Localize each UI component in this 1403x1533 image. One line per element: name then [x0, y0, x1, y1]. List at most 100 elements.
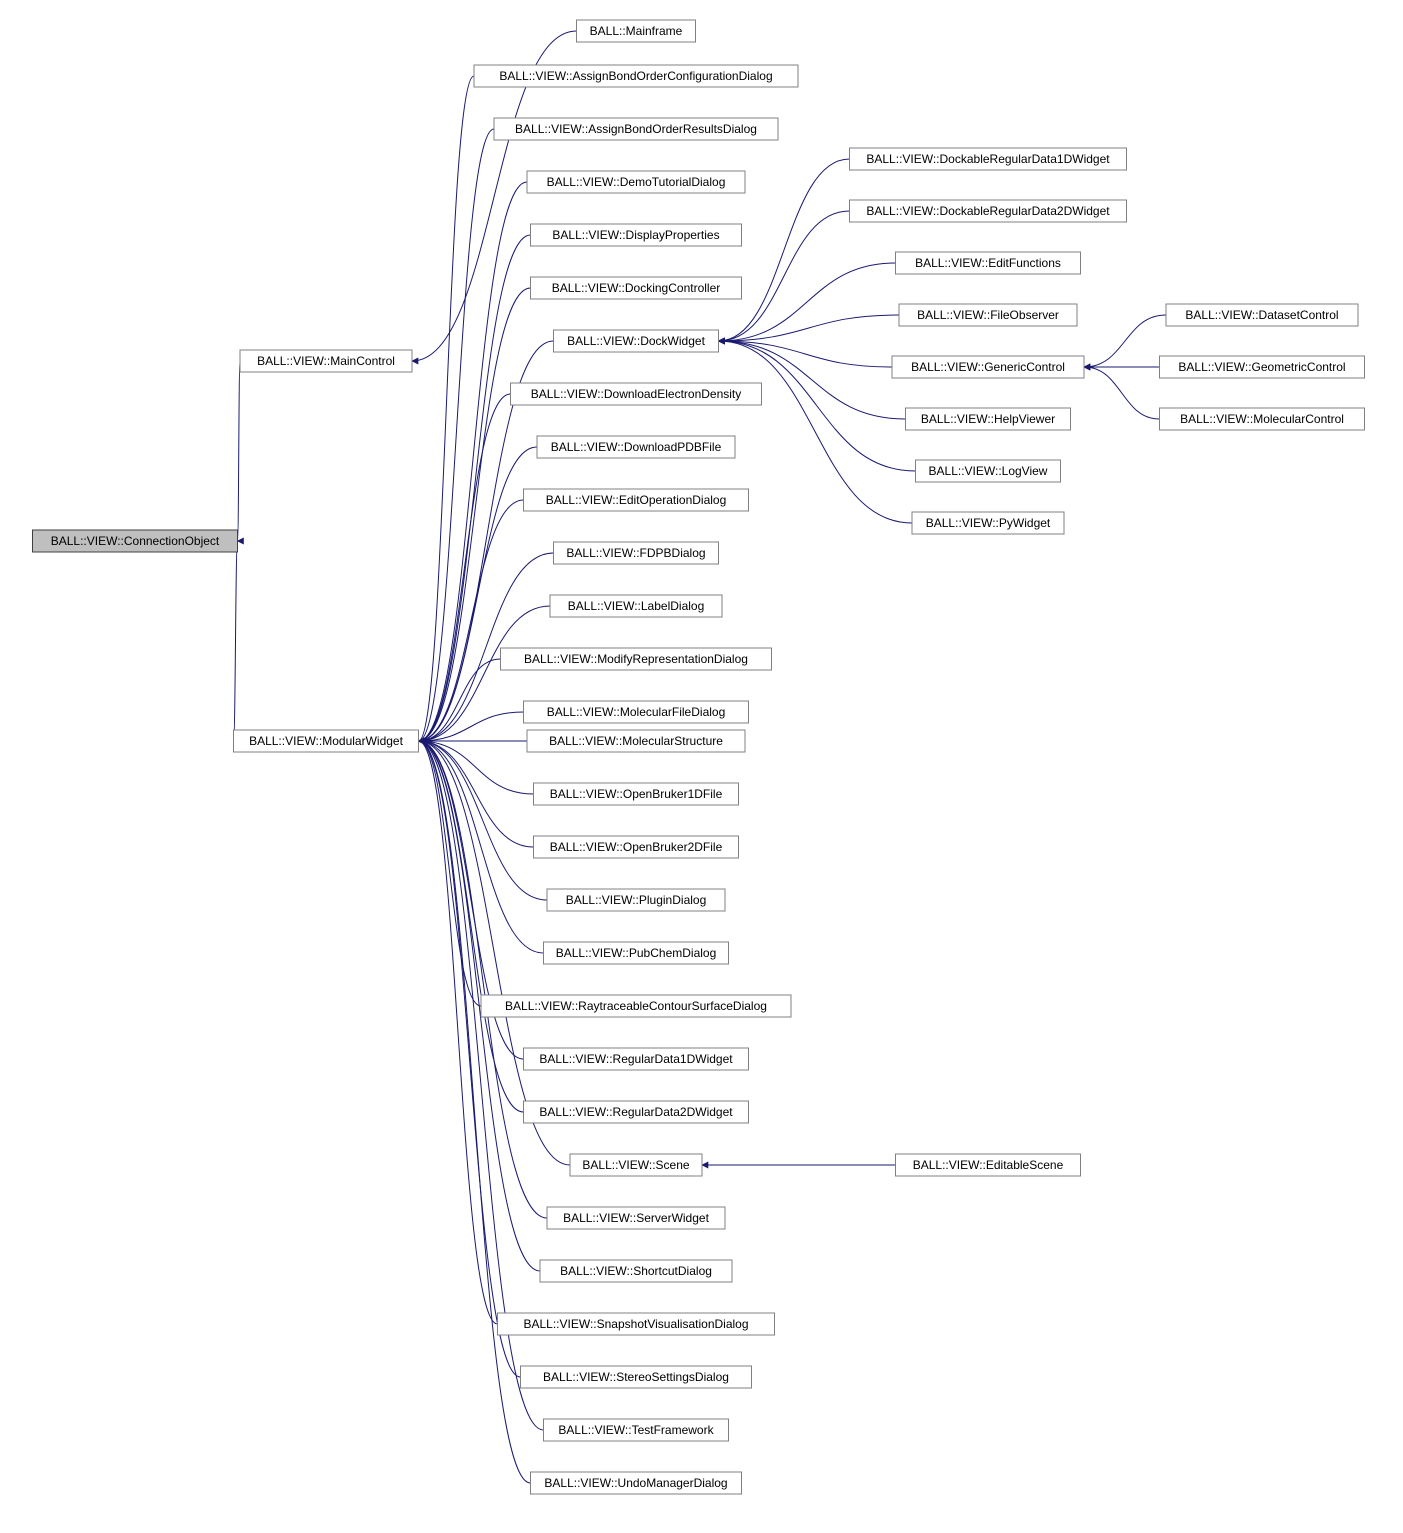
node-DownloadPDBFile[interactable]: BALL::VIEW::DownloadPDBFile — [537, 436, 735, 458]
node-DockableRegularData1DWidget[interactable]: BALL::VIEW::DockableRegularData1DWidget — [850, 148, 1127, 170]
edge-AssignBondOrderResultsDialog-to-ModularWidget — [419, 129, 495, 741]
node-PyWidget[interactable]: BALL::VIEW::PyWidget — [912, 512, 1064, 534]
node-label: BALL::VIEW::GenericControl — [911, 360, 1065, 374]
inheritance-diagram: BALL::VIEW::ConnectionObjectBALL::VIEW::… — [0, 0, 1403, 1533]
edge-DockingController-to-ModularWidget — [419, 288, 531, 741]
node-label: BALL::VIEW::RegularData2DWidget — [539, 1105, 733, 1119]
node-label: BALL::VIEW::OpenBruker1DFile — [550, 787, 723, 801]
node-label: BALL::VIEW::ServerWidget — [563, 1211, 710, 1225]
node-UndoManagerDialog[interactable]: BALL::VIEW::UndoManagerDialog — [531, 1472, 742, 1494]
node-EditFunctions[interactable]: BALL::VIEW::EditFunctions — [896, 252, 1081, 274]
node-AssignBondOrderConfigurationDialog[interactable]: BALL::VIEW::AssignBondOrderConfiguration… — [474, 65, 798, 87]
node-Scene[interactable]: BALL::VIEW::Scene — [570, 1154, 702, 1176]
node-label: BALL::VIEW::EditableScene — [913, 1158, 1064, 1172]
node-label: BALL::VIEW::AssignBondOrderResultsDialog — [515, 122, 757, 136]
nodes-layer: BALL::VIEW::ConnectionObjectBALL::VIEW::… — [33, 20, 1365, 1494]
node-label: BALL::VIEW::ModularWidget — [249, 734, 404, 748]
node-label: BALL::VIEW::SnapshotVisualisationDialog — [523, 1317, 748, 1331]
node-label: BALL::VIEW::Scene — [582, 1158, 689, 1172]
node-label: BALL::VIEW::RaytraceableContourSurfaceDi… — [505, 999, 767, 1013]
node-label: BALL::VIEW::ShortcutDialog — [560, 1264, 712, 1278]
node-label: BALL::VIEW::LabelDialog — [568, 599, 705, 613]
node-GenericControl[interactable]: BALL::VIEW::GenericControl — [892, 356, 1084, 378]
node-label: BALL::VIEW::DockableRegularData2DWidget — [866, 204, 1110, 218]
node-label: BALL::VIEW::ModifyRepresentationDialog — [524, 652, 748, 666]
node-RegularData1DWidget[interactable]: BALL::VIEW::RegularData1DWidget — [524, 1048, 749, 1070]
edge-LogView-to-DockWidget — [719, 341, 916, 471]
node-label: BALL::VIEW::DockableRegularData1DWidget — [866, 152, 1110, 166]
node-label: BALL::VIEW::FileObserver — [917, 308, 1059, 322]
node-PubChemDialog[interactable]: BALL::VIEW::PubChemDialog — [544, 942, 729, 964]
node-DockableRegularData2DWidget[interactable]: BALL::VIEW::DockableRegularData2DWidget — [850, 200, 1127, 222]
node-label: BALL::VIEW::DatasetControl — [1185, 308, 1338, 322]
node-DockingController[interactable]: BALL::VIEW::DockingController — [531, 277, 742, 299]
node-label: BALL::VIEW::EditOperationDialog — [546, 493, 727, 507]
node-label: BALL::VIEW::ConnectionObject — [51, 534, 220, 548]
node-FDPBDialog[interactable]: BALL::VIEW::FDPBDialog — [554, 542, 719, 564]
edge-MainControl-to-ConnectionObject — [238, 361, 241, 541]
edge-DownloadElectronDensity-to-ModularWidget — [419, 394, 511, 741]
node-label: BALL::VIEW::DownloadPDBFile — [551, 440, 722, 454]
node-MolecularFileDialog[interactable]: BALL::VIEW::MolecularFileDialog — [524, 701, 749, 723]
node-MolecularControl[interactable]: BALL::VIEW::MolecularControl — [1160, 408, 1365, 430]
node-label: BALL::VIEW::HelpViewer — [921, 412, 1055, 426]
node-TestFramework[interactable]: BALL::VIEW::TestFramework — [544, 1419, 729, 1441]
node-label: BALL::VIEW::GeometricControl — [1178, 360, 1345, 374]
node-LogView[interactable]: BALL::VIEW::LogView — [916, 460, 1061, 482]
node-AssignBondOrderResultsDialog[interactable]: BALL::VIEW::AssignBondOrderResultsDialog — [494, 118, 778, 140]
node-StereoSettingsDialog[interactable]: BALL::VIEW::StereoSettingsDialog — [521, 1366, 752, 1388]
node-label: BALL::VIEW::MainControl — [257, 354, 395, 368]
node-label: BALL::VIEW::MolecularFileDialog — [547, 705, 726, 719]
node-label: BALL::VIEW::AssignBondOrderConfiguration… — [499, 69, 772, 83]
node-DatasetControl[interactable]: BALL::VIEW::DatasetControl — [1166, 304, 1358, 326]
node-label: BALL::VIEW::DisplayProperties — [552, 228, 719, 242]
node-EditableScene[interactable]: BALL::VIEW::EditableScene — [896, 1154, 1081, 1176]
node-EditOperationDialog[interactable]: BALL::VIEW::EditOperationDialog — [524, 489, 749, 511]
node-DemoTutorialDialog[interactable]: BALL::VIEW::DemoTutorialDialog — [527, 171, 745, 193]
node-HelpViewer[interactable]: BALL::VIEW::HelpViewer — [906, 408, 1071, 430]
node-ConnectionObject: BALL::VIEW::ConnectionObject — [33, 530, 238, 552]
node-OpenBruker1DFile[interactable]: BALL::VIEW::OpenBruker1DFile — [534, 783, 739, 805]
node-label: BALL::VIEW::OpenBruker2DFile — [550, 840, 723, 854]
node-label: BALL::VIEW::EditFunctions — [915, 256, 1061, 270]
node-label: BALL::VIEW::MolecularStructure — [549, 734, 723, 748]
node-label: BALL::VIEW::MolecularControl — [1180, 412, 1344, 426]
edge-AssignBondOrderConfigurationDialog-to-ModularWidget — [419, 76, 475, 741]
node-Mainframe[interactable]: BALL::Mainframe — [577, 20, 696, 42]
edge-EditOperationDialog-to-ModularWidget — [419, 500, 524, 741]
node-ShortcutDialog[interactable]: BALL::VIEW::ShortcutDialog — [540, 1260, 732, 1282]
node-LabelDialog[interactable]: BALL::VIEW::LabelDialog — [550, 595, 722, 617]
node-label: BALL::VIEW::PubChemDialog — [556, 946, 717, 960]
node-GeometricControl[interactable]: BALL::VIEW::GeometricControl — [1160, 356, 1365, 378]
edge-MolecularControl-to-GenericControl — [1084, 367, 1160, 419]
edge-HelpViewer-to-DockWidget — [719, 341, 906, 419]
node-label: BALL::Mainframe — [590, 24, 683, 38]
node-DownloadElectronDensity[interactable]: BALL::VIEW::DownloadElectronDensity — [511, 383, 762, 405]
node-label: BALL::VIEW::DockWidget — [567, 334, 705, 348]
edge-ServerWidget-to-ModularWidget — [419, 741, 548, 1218]
node-SnapshotVisualisationDialog[interactable]: BALL::VIEW::SnapshotVisualisationDialog — [498, 1313, 775, 1335]
node-PluginDialog[interactable]: BALL::VIEW::PluginDialog — [547, 889, 725, 911]
node-ModifyRepresentationDialog[interactable]: BALL::VIEW::ModifyRepresentationDialog — [501, 648, 772, 670]
node-MolecularStructure[interactable]: BALL::VIEW::MolecularStructure — [527, 730, 745, 752]
node-DisplayProperties[interactable]: BALL::VIEW::DisplayProperties — [531, 224, 742, 246]
edge-RegularData2DWidget-to-ModularWidget — [419, 741, 524, 1112]
edge-DatasetControl-to-GenericControl — [1084, 315, 1166, 367]
node-DockWidget[interactable]: BALL::VIEW::DockWidget — [554, 330, 719, 352]
node-label: BALL::VIEW::FDPBDialog — [566, 546, 705, 560]
node-label: BALL::VIEW::PluginDialog — [566, 893, 707, 907]
node-ServerWidget[interactable]: BALL::VIEW::ServerWidget — [547, 1207, 725, 1229]
node-ModularWidget[interactable]: BALL::VIEW::ModularWidget — [234, 730, 419, 752]
node-label: BALL::VIEW::DemoTutorialDialog — [547, 175, 726, 189]
node-label: BALL::VIEW::PyWidget — [926, 516, 1051, 530]
node-FileObserver[interactable]: BALL::VIEW::FileObserver — [899, 304, 1077, 326]
node-RegularData2DWidget[interactable]: BALL::VIEW::RegularData2DWidget — [524, 1101, 749, 1123]
edge-RaytraceableContourSurfaceDialog-to-ModularWidget — [419, 741, 482, 1006]
node-MainControl[interactable]: BALL::VIEW::MainControl — [240, 350, 412, 372]
node-label: BALL::VIEW::RegularData1DWidget — [539, 1052, 733, 1066]
edge-ModularWidget-to-ConnectionObject — [234, 541, 238, 741]
edge-PluginDialog-to-ModularWidget — [419, 741, 548, 900]
node-label: BALL::VIEW::DownloadElectronDensity — [531, 387, 742, 401]
node-OpenBruker2DFile[interactable]: BALL::VIEW::OpenBruker2DFile — [534, 836, 739, 858]
node-RaytraceableContourSurfaceDialog[interactable]: BALL::VIEW::RaytraceableContourSurfaceDi… — [481, 995, 791, 1017]
